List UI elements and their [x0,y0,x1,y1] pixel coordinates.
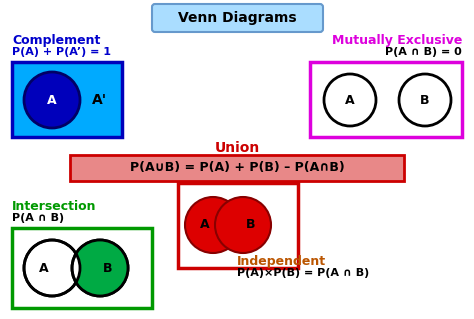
Text: P(A)×P(B) = P(A ∩ B): P(A)×P(B) = P(A ∩ B) [237,268,369,278]
Text: B: B [103,262,113,275]
Text: Complement: Complement [12,34,100,47]
Text: B: B [420,93,430,107]
Text: P(A ∩ B): P(A ∩ B) [12,213,64,223]
Bar [178,183,298,268]
Circle shape [324,74,376,126]
Text: Union: Union [214,141,260,155]
Text: P(A) + P(A’) = 1: P(A) + P(A’) = 1 [12,47,111,57]
Text: P(A ∩ B) = 0: P(A ∩ B) = 0 [385,47,462,57]
Text: A': A' [92,93,108,107]
Circle shape [24,72,80,128]
Bar [12,62,122,137]
Text: A: A [39,262,49,275]
Text: Independent: Independent [237,255,326,268]
Text: B: B [246,219,256,232]
Circle shape [185,197,241,253]
Bar [70,155,404,181]
FancyBboxPatch shape [152,4,323,32]
Text: A: A [200,219,210,232]
Polygon shape [76,240,128,296]
Bar [12,228,152,308]
Circle shape [24,240,80,296]
Text: Mutually Exclusive: Mutually Exclusive [332,34,462,47]
Text: A: A [47,93,57,107]
Text: Intersection: Intersection [12,200,97,213]
Bar [310,62,462,137]
Circle shape [72,240,128,296]
Circle shape [215,197,271,253]
Text: A: A [345,93,355,107]
Circle shape [399,74,451,126]
Text: Venn Diagrams: Venn Diagrams [178,11,297,25]
Text: P(A∪B) = P(A) + P(B) – P(A∩B): P(A∪B) = P(A) + P(B) – P(A∩B) [129,161,345,174]
